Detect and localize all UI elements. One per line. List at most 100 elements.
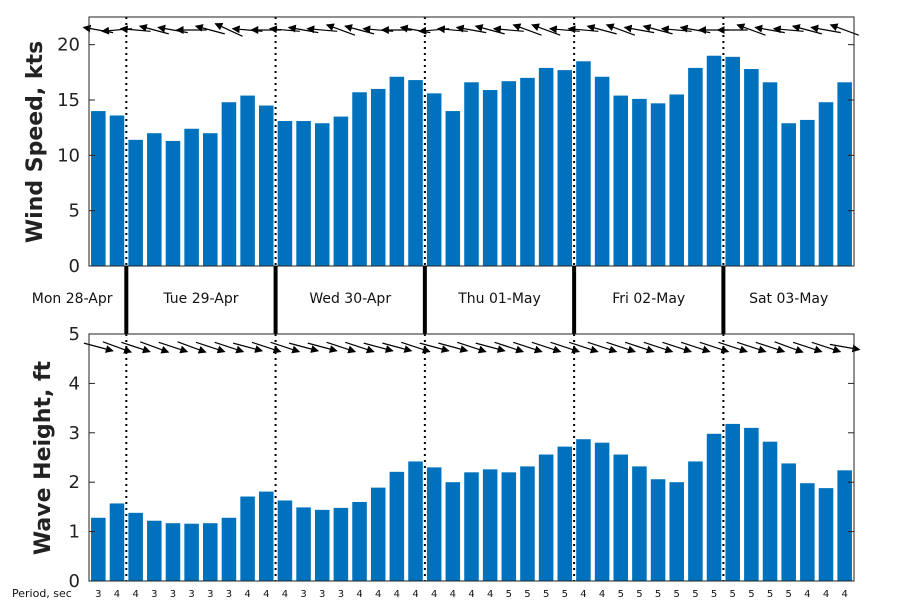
period-value: 4 <box>356 589 362 600</box>
direction-arrow <box>214 22 243 37</box>
period-title: Period, sec <box>12 587 72 600</box>
period-value: 4 <box>132 589 138 600</box>
period-value: 4 <box>431 589 437 600</box>
day-label: Fri 02-May <box>612 291 685 307</box>
direction-arrow <box>438 342 469 353</box>
period-value: 3 <box>151 589 157 600</box>
bar <box>389 471 405 581</box>
bar <box>352 501 367 581</box>
direction-arrow <box>474 24 505 35</box>
wave-height-panel: 0 1 2 3 4 5 Wave Height, ft <box>31 324 861 592</box>
period-value: 4 <box>114 589 120 600</box>
bar <box>706 433 722 581</box>
direction-arrow <box>270 341 301 354</box>
period-value: 5 <box>674 589 680 600</box>
bar <box>837 82 852 266</box>
wave-day-separators <box>125 334 725 581</box>
direction-arrow <box>475 342 506 353</box>
bar <box>800 119 815 266</box>
wave-y-axis-ticks: 0 1 2 3 4 5 <box>69 324 854 592</box>
bar <box>277 500 293 581</box>
day-label: Tue 29-Apr <box>162 291 238 307</box>
direction-arrow <box>811 341 842 354</box>
direction-arrow <box>605 23 636 36</box>
bar <box>613 95 629 266</box>
y-tick-label: 5 <box>69 324 80 345</box>
period-value: 4 <box>244 589 250 600</box>
direction-arrow <box>158 341 189 354</box>
direction-arrow <box>587 341 618 354</box>
bar <box>781 463 796 581</box>
bar <box>91 111 106 266</box>
direction-arrow <box>214 341 245 354</box>
bar <box>221 517 237 581</box>
bar <box>744 69 759 266</box>
bar <box>650 479 666 581</box>
bar <box>538 67 554 266</box>
bar <box>632 98 647 266</box>
bar <box>370 487 386 581</box>
direction-arrow <box>177 341 207 354</box>
bar <box>744 427 759 581</box>
bar <box>837 470 852 581</box>
direction-arrow <box>119 25 151 34</box>
period-value: 4 <box>804 589 810 600</box>
bar <box>632 466 647 581</box>
direction-arrow <box>642 24 673 35</box>
direction-arrow <box>531 23 561 36</box>
period-value: 4 <box>580 589 586 600</box>
direction-arrow <box>699 341 730 354</box>
period-value: 3 <box>170 589 176 600</box>
bar <box>725 56 740 267</box>
bar <box>538 454 554 581</box>
bar <box>464 82 479 266</box>
direction-arrow <box>345 341 375 354</box>
bar <box>128 512 143 581</box>
bar <box>501 81 517 266</box>
bar <box>688 67 703 266</box>
bar <box>445 482 461 581</box>
wind-speed-panel: 0 5 10 15 20 Wind Speed, kts <box>23 16 859 277</box>
period-value: 5 <box>524 589 530 600</box>
bar <box>333 116 349 266</box>
bar <box>258 491 274 581</box>
bar <box>482 90 498 266</box>
period-value: 4 <box>468 589 474 600</box>
direction-arrow <box>755 341 786 354</box>
direction-arrow <box>82 24 114 34</box>
direction-arrow <box>325 23 356 36</box>
day-label: Thu 01-May <box>457 291 541 307</box>
y-tick-label: 5 <box>69 201 80 222</box>
direction-arrow <box>792 341 823 354</box>
y-tick-label: 10 <box>57 145 80 166</box>
direction-arrow <box>492 25 524 34</box>
direction-arrow <box>791 24 822 35</box>
y-tick-label: 4 <box>69 373 80 394</box>
period-value: 3 <box>226 589 232 600</box>
bar <box>258 105 274 266</box>
wind-y-axis-ticks: 0 5 10 15 20 <box>57 35 854 277</box>
bar <box>818 488 834 581</box>
direction-arrow <box>140 341 170 354</box>
bar <box>557 446 573 581</box>
period-value: 4 <box>599 589 605 600</box>
bar <box>296 507 311 581</box>
period-value: 3 <box>300 589 306 600</box>
bar <box>426 467 442 581</box>
period-value: 3 <box>338 589 344 600</box>
bar <box>520 77 535 267</box>
direction-arrow <box>102 341 133 354</box>
direction-arrow <box>513 341 543 354</box>
period-value: 5 <box>786 589 792 600</box>
bar <box>128 139 143 266</box>
bar <box>818 102 834 267</box>
wave-plot-frame <box>88 333 855 582</box>
bar <box>147 133 162 266</box>
direction-arrow <box>232 342 264 353</box>
direction-arrow <box>251 341 282 354</box>
bar <box>762 82 778 266</box>
bar <box>352 92 367 266</box>
y-tick-label: 15 <box>57 90 80 111</box>
period-value: 4 <box>487 589 493 600</box>
bar <box>277 121 293 266</box>
